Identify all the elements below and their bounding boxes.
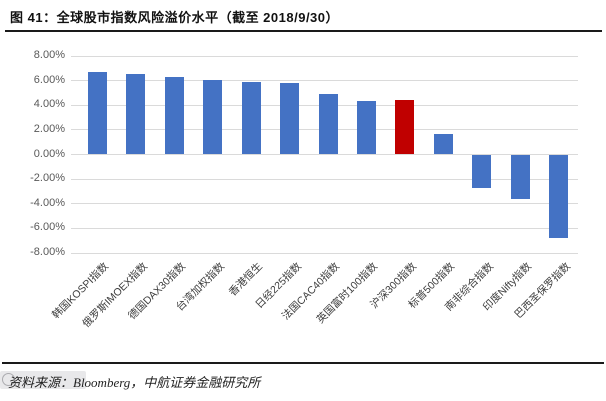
gridline [71,227,578,229]
gridline [71,154,578,155]
y-axis-tick-label: -4.00% [30,196,65,209]
y-axis-tick-label: 4.00% [33,98,65,111]
gridline [71,178,578,180]
watermark [0,371,86,389]
footer-divider [2,362,604,364]
y-axis-tick-label: 8.00% [33,49,65,61]
bar [87,72,107,155]
bar [395,100,415,155]
y-axis-tick-label: 0.00% [33,147,65,160]
figure-title: 图 41：全球股市指数风险溢价水平（截至 2018/9/30） [10,10,340,25]
y-axis-tick-label: 2.00% [33,122,65,135]
bar [241,82,261,155]
source-text: 资料来源：Bloomberg，中航证券金融研究所 [8,375,261,390]
bar [356,100,376,155]
y-axis-tick-label: -2.00% [30,172,65,185]
plot-area: 8.00% 6.00% 4.00% 2.00% 0.00% -2.00% -4.00% -6.… [30,49,578,330]
bar [510,154,530,199]
bar [433,133,453,155]
y-axis-tick-label: 6.00% [33,73,65,86]
gridline [71,252,578,254]
bar [280,83,300,155]
watermark-circle-icon [2,373,15,386]
y-axis-tick-label: -8.00% [30,246,65,258]
bar [164,76,184,155]
bar [203,79,223,155]
bar [472,154,492,188]
bar [318,94,338,155]
gridline [71,80,578,82]
gridline [71,55,578,57]
bar [126,73,146,155]
bar [549,154,569,238]
gridline [71,203,578,205]
y-axis-tick-label: -6.00% [30,221,65,234]
title-divider [5,30,602,32]
